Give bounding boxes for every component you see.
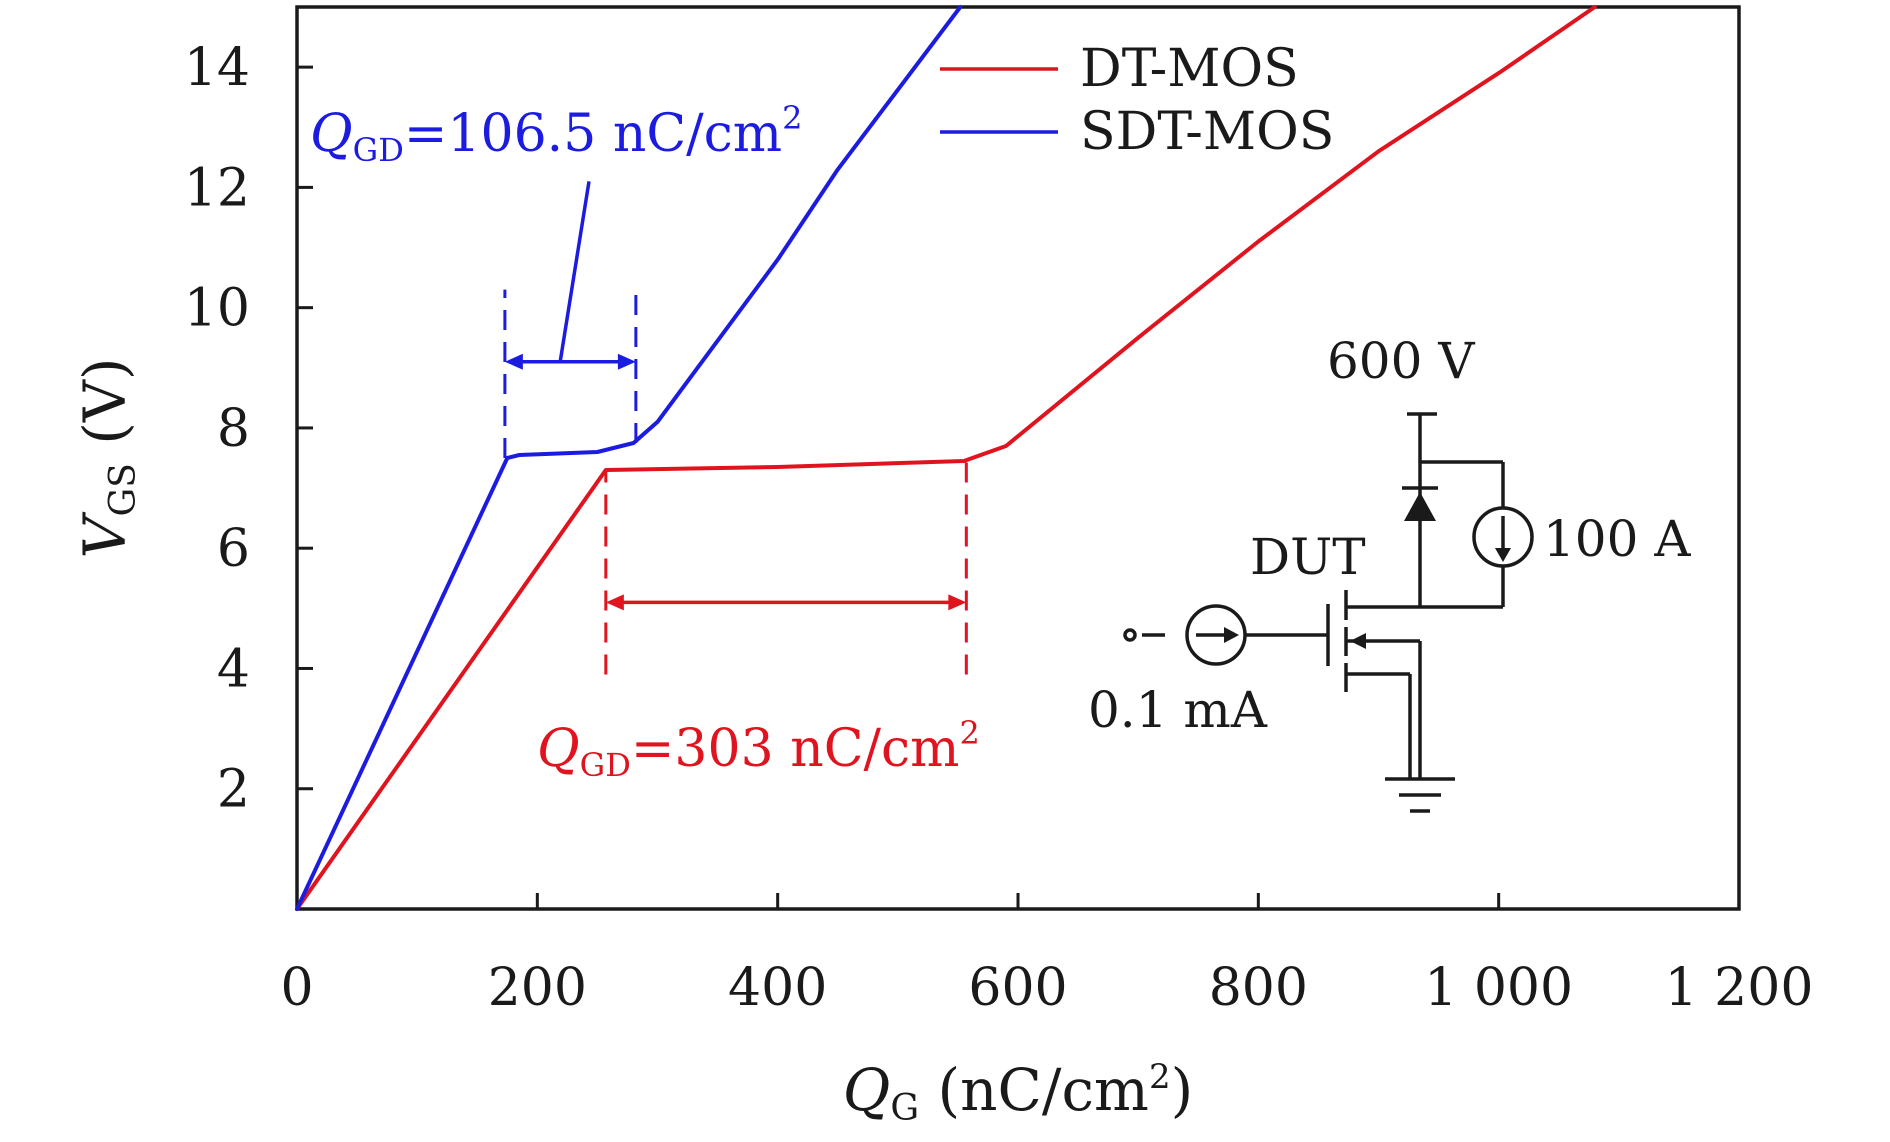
y-tick-label: 2 xyxy=(217,760,250,820)
y-axis-title: VGS (V) xyxy=(71,358,144,559)
series-line-sdt-mos xyxy=(295,5,963,911)
y-axis-title-unit: (V) xyxy=(71,358,139,464)
legend: DT-MOS SDT-MOS xyxy=(940,39,1334,162)
annotation-qgd-sdt-arrowhead-right xyxy=(617,353,636,370)
annotation-qgd-sdt-arrowhead-left xyxy=(504,353,523,370)
annotation-qgd-sdt-symbol: Q xyxy=(310,104,353,164)
data-series xyxy=(295,5,1597,911)
x-tick-label: 200 xyxy=(488,958,587,1018)
y-tick-label: 12 xyxy=(184,158,250,218)
axis-ticks: 0 200 400 600 800 1 000 1 200 2 4 6 8 10 12 14 xyxy=(184,38,1814,1018)
y-tick-label: 8 xyxy=(217,399,250,459)
x-tick-label: 800 xyxy=(1209,958,1308,1018)
y-tick-label: 14 xyxy=(184,38,250,98)
x-axis-title-unit-close: ) xyxy=(1171,1056,1194,1124)
circuit-device-label: DUT xyxy=(1250,528,1366,586)
legend-label-sdt-mos: SDT-MOS xyxy=(1080,102,1334,162)
annotation-qgd-dt-superscript: 2 xyxy=(959,714,979,752)
annotation-qgd-dt-subscript: GD xyxy=(580,746,631,784)
x-axis-title-subscript: G xyxy=(890,1088,919,1129)
annotation-qgd-sdt-superscript: 2 xyxy=(782,99,802,137)
annotation-qgd-sdt-label: QGD=106.5 nC/cm2 xyxy=(310,99,802,169)
x-tick-label: 400 xyxy=(728,958,827,1018)
annotations xyxy=(503,181,968,675)
x-tick-label: 1 000 xyxy=(1424,958,1573,1018)
diode-icon xyxy=(1404,492,1436,521)
circuit-current-label: 100 A xyxy=(1543,510,1691,568)
annotation-qgd-dt-symbol: Q xyxy=(537,719,580,779)
annotation-qgd-sdt-subscript: GD xyxy=(353,131,404,169)
y-axis-title-symbol: V xyxy=(71,511,139,558)
y-tick-label: 4 xyxy=(217,639,250,699)
y-axis-title-subscript: GS xyxy=(103,463,144,516)
circuit-gate-current-label: 0.1 mA xyxy=(1088,681,1268,739)
x-axis-title: QG (nC/cm2) xyxy=(843,1056,1193,1129)
y-tick-label: 6 xyxy=(217,519,250,579)
x-tick-label: 600 xyxy=(968,958,1067,1018)
x-axis-title-symbol: Q xyxy=(843,1056,891,1124)
annotation-qgd-dt-arrowhead-left xyxy=(605,594,624,611)
x-axis-title-unit: (nC/cm xyxy=(919,1056,1149,1124)
current-source-100a-icon xyxy=(1472,506,1534,568)
x-tick-label: 1 200 xyxy=(1665,958,1814,1018)
legend-label-dt-mos: DT-MOS xyxy=(1080,39,1299,99)
annotation-qgd-dt-label: QGD=303 nC/cm2 xyxy=(537,714,980,784)
current-source-100a-arrowhead xyxy=(1495,548,1511,562)
mosfet-body-arrowhead xyxy=(1350,633,1366,649)
current-source-gate-icon xyxy=(1185,604,1247,666)
current-source-gate-arrowhead xyxy=(1224,627,1239,643)
inset-test-circuit: 600 V 100 A DUT 0.1 mA xyxy=(1088,332,1691,813)
annotation-qgd-dt-value: =303 nC/cm xyxy=(631,719,960,779)
x-tick-label: 0 xyxy=(280,958,313,1018)
gate-input-terminal xyxy=(1123,628,1137,642)
x-axis-title-unit-superscript: 2 xyxy=(1149,1057,1171,1097)
series-line-dt-mos xyxy=(295,5,1597,911)
circuit-voltage-label: 600 V xyxy=(1327,332,1475,390)
annotation-qgd-dt-arrowhead-right xyxy=(948,594,967,611)
annotation-qgd-sdt-leader xyxy=(558,181,591,363)
y-tick-label: 10 xyxy=(184,279,250,339)
annotation-qgd-sdt-value: =106.5 nC/cm xyxy=(404,104,782,164)
